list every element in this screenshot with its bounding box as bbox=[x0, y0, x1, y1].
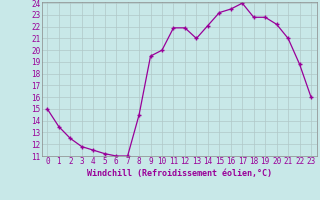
X-axis label: Windchill (Refroidissement éolien,°C): Windchill (Refroidissement éolien,°C) bbox=[87, 169, 272, 178]
